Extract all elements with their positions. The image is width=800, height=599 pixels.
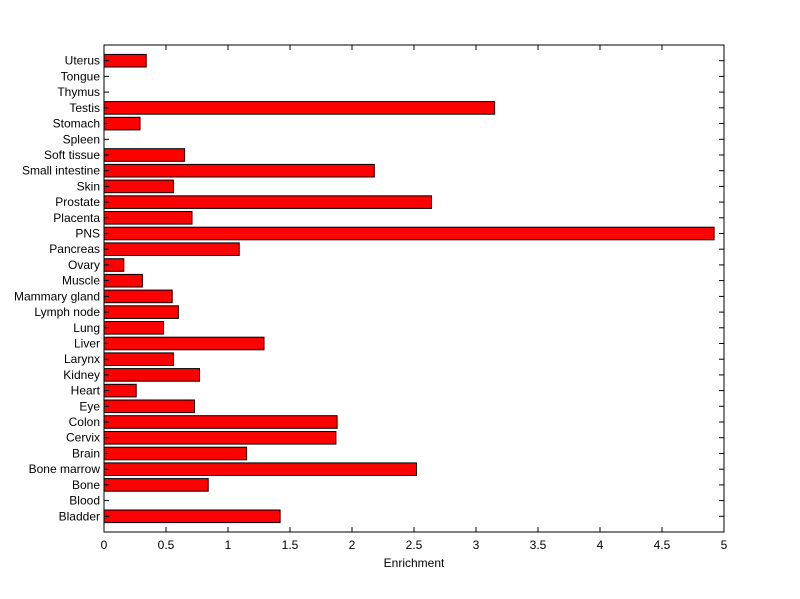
y-tick-label-lung: Lung — [73, 321, 100, 335]
bar-bone — [103, 478, 209, 492]
y-tick-label-testis: Testis — [69, 101, 100, 115]
bar-pns — [103, 226, 715, 241]
y-tick-label-ovary: Ovary — [68, 258, 100, 272]
y-tick-label-colon: Colon — [69, 415, 100, 429]
y-tick-label-brain: Brain — [72, 447, 100, 461]
y-tick-label-pancreas: Pancreas — [49, 242, 100, 256]
x-tick-label: 0 — [101, 538, 108, 552]
x-axis-label: Enrichment — [384, 556, 445, 570]
y-tick-label-bone-marrow: Bone marrow — [29, 462, 101, 476]
x-tick-label: 0.5 — [158, 538, 175, 552]
bar-pancreas — [103, 242, 240, 256]
y-tick-label-tongue: Tongue — [61, 69, 101, 83]
bar-mammary-gland — [103, 289, 173, 304]
bar-soft-tissue — [103, 148, 186, 162]
bar-small-intestine — [103, 163, 375, 178]
y-tick-label-skin: Skin — [77, 179, 100, 193]
bar-colon — [103, 415, 338, 429]
x-tick-label: 3.5 — [530, 538, 547, 552]
bar-stomach — [103, 116, 141, 131]
bar-bone-marrow — [103, 462, 417, 476]
y-tick-label-placenta: Placenta — [53, 211, 100, 225]
y-tick-label-muscle: Muscle — [62, 274, 100, 288]
y-tick-label-kidney: Kidney — [63, 368, 100, 382]
x-tick-label: 4.5 — [654, 538, 671, 552]
x-tick-label: 4 — [597, 538, 604, 552]
x-axis-ticks: 0 0.5 1 1.5 2 2.5 3 3.5 4 4.5 5 — [101, 45, 728, 552]
bar-lymph-node — [103, 305, 179, 319]
bar-liver — [103, 336, 265, 351]
y-tick-label-cervix: Cervix — [66, 431, 100, 445]
y-tick-label-small-intestine: Small intestine — [22, 164, 100, 178]
y-tick-label-lymph-node: Lymph node — [34, 305, 100, 319]
x-tick-label: 1 — [225, 538, 232, 552]
y-tick-label-blood: Blood — [69, 494, 100, 508]
y-tick-label-bladder: Bladder — [59, 509, 100, 523]
y-tick-label-stomach: Stomach — [53, 117, 100, 131]
bar-muscle — [103, 273, 143, 288]
bar-eye — [103, 399, 195, 414]
y-tick-label-pns: PNS — [75, 227, 100, 241]
y-tick-label-uterus: Uterus — [65, 54, 100, 68]
y-tick-label-spleen: Spleen — [63, 132, 100, 146]
x-tick-label: 5 — [721, 538, 728, 552]
y-tick-label-heart: Heart — [71, 384, 101, 398]
x-tick-label: 1.5 — [282, 538, 299, 552]
x-tick-label: 2.5 — [406, 538, 423, 552]
y-tick-label-liver: Liver — [74, 337, 100, 351]
bar-testis — [103, 101, 496, 115]
bar-cervix — [103, 431, 337, 445]
bar-bladder — [103, 509, 281, 524]
bar-brain — [103, 446, 248, 461]
y-tick-label-mammary-gland: Mammary gland — [14, 289, 100, 303]
y-tick-label-larynx: Larynx — [64, 352, 100, 366]
bar-placenta — [103, 211, 193, 225]
x-tick-label: 2 — [349, 538, 356, 552]
bar-uterus — [103, 53, 147, 68]
bar-skin — [103, 179, 174, 194]
bar-kidney — [103, 368, 200, 382]
y-tick-label-soft-tissue: Soft tissue — [44, 148, 100, 162]
bar-larynx — [103, 352, 174, 366]
y-tick-label-bone: Bone — [72, 478, 100, 492]
x-tick-label: 3 — [473, 538, 480, 552]
y-tick-label-prostate: Prostate — [55, 195, 100, 209]
y-tick-label-thymus: Thymus — [57, 85, 100, 99]
bar-prostate — [103, 195, 432, 209]
bar-lung — [103, 321, 164, 335]
y-tick-label-eye: Eye — [79, 399, 100, 413]
